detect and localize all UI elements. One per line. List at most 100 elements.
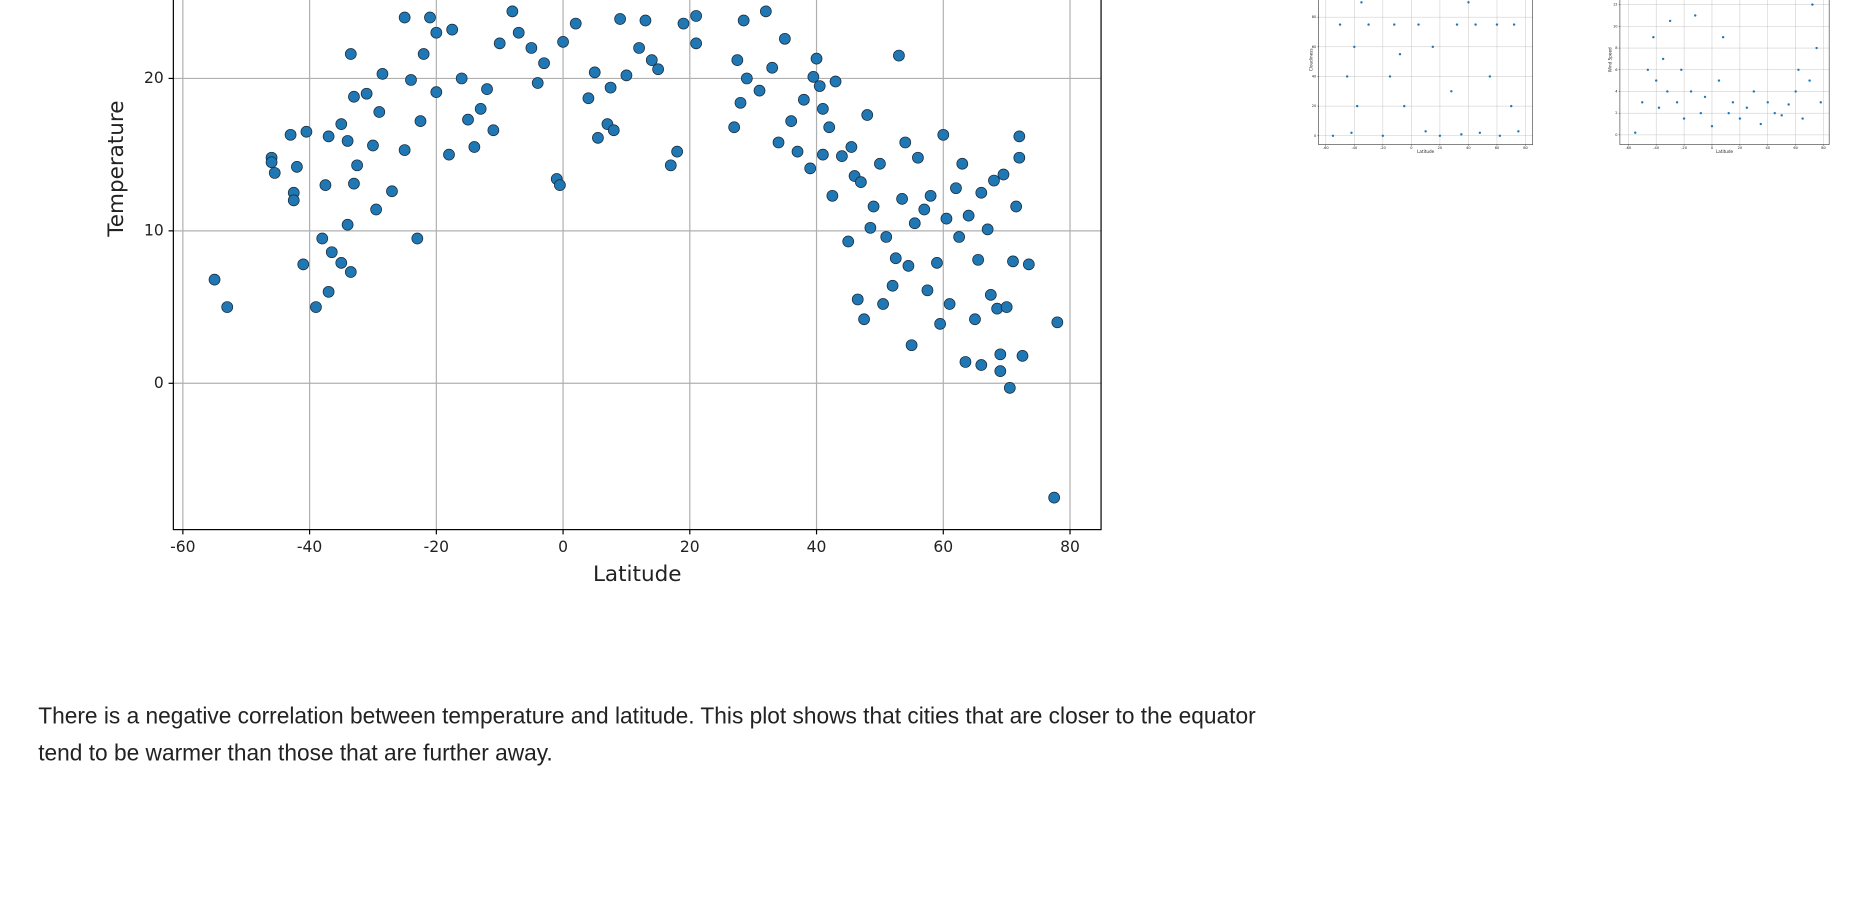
point <box>1801 117 1804 120</box>
x-tick-label: -40 <box>1653 146 1660 150</box>
x-tick-label: 40 <box>1466 146 1471 150</box>
point <box>1819 101 1822 104</box>
point <box>851 293 864 306</box>
point <box>785 115 798 127</box>
x-tick-label: 20 <box>680 538 700 556</box>
point <box>1666 90 1669 93</box>
point <box>1353 45 1356 49</box>
y-tick-label: 0 <box>1314 134 1317 138</box>
point <box>554 179 566 191</box>
point <box>341 135 354 147</box>
point <box>582 92 595 105</box>
point <box>823 121 836 134</box>
point <box>348 177 360 190</box>
point <box>1048 491 1061 504</box>
point <box>1745 106 1749 109</box>
point <box>1424 130 1427 133</box>
point <box>557 35 569 48</box>
point <box>1811 3 1814 6</box>
point <box>322 285 335 298</box>
point <box>858 313 870 326</box>
point <box>319 179 332 191</box>
point <box>937 128 950 141</box>
point <box>1682 117 1686 120</box>
paragraph-line: There is a negative correlation between … <box>38 702 1256 728</box>
point <box>1668 19 1672 23</box>
point <box>1815 46 1818 50</box>
point <box>538 57 550 70</box>
point <box>994 348 1007 361</box>
x-tick-label: 0 <box>1410 146 1413 150</box>
point <box>462 113 474 126</box>
point <box>877 298 889 310</box>
point <box>221 301 234 313</box>
x-tick-label: 60 <box>1793 146 1798 150</box>
point <box>481 83 493 95</box>
y-tick-label: 8 <box>1615 46 1618 50</box>
x-tick-label: -60 <box>1625 146 1632 150</box>
point <box>975 186 988 199</box>
point <box>506 5 519 18</box>
x-tick-label: 40 <box>1765 146 1770 150</box>
point <box>373 106 386 118</box>
y-axis-label: Wind Speed <box>1607 47 1612 72</box>
point <box>614 13 626 25</box>
y-tick-label: 20 <box>1312 104 1317 108</box>
point <box>1654 79 1658 82</box>
y-tick-label: 2 <box>1615 111 1617 115</box>
point <box>905 339 918 352</box>
point <box>867 200 880 213</box>
point <box>430 86 443 99</box>
point <box>348 90 360 103</box>
point <box>902 260 915 272</box>
point <box>487 124 500 137</box>
point <box>740 72 753 85</box>
point <box>474 103 487 115</box>
y-tick-label: 6 <box>1615 68 1618 72</box>
point <box>430 26 443 39</box>
point <box>997 168 1010 181</box>
point <box>912 151 924 164</box>
point <box>322 130 335 143</box>
point <box>633 42 645 54</box>
point <box>921 284 934 297</box>
point <box>975 359 988 371</box>
point <box>411 232 424 245</box>
point <box>931 257 943 269</box>
point <box>943 298 956 310</box>
point <box>1680 68 1683 71</box>
point <box>344 48 357 60</box>
point <box>468 141 481 153</box>
point <box>1652 35 1655 39</box>
point <box>367 139 379 152</box>
point <box>988 174 1000 187</box>
point <box>896 192 908 205</box>
point <box>1010 200 1023 213</box>
point <box>1438 134 1442 137</box>
point <box>1694 14 1697 17</box>
point <box>604 81 617 94</box>
y-tick-label: 0 <box>1615 133 1618 137</box>
point <box>893 49 905 62</box>
point <box>981 223 994 236</box>
point <box>842 235 855 248</box>
point <box>950 182 962 195</box>
point <box>1657 106 1661 109</box>
x-tick-label: 80 <box>1523 146 1528 150</box>
point <box>287 194 300 207</box>
point <box>414 115 427 127</box>
point <box>1355 104 1359 108</box>
x-tick-label: -40 <box>297 538 322 556</box>
y-tick-label: 40 <box>1312 74 1317 78</box>
x-tick-label: 0 <box>1711 146 1714 150</box>
point <box>1003 381 1016 394</box>
point <box>424 11 436 24</box>
point <box>1689 90 1693 93</box>
paragraph-line: tend to be warmer than those that are fu… <box>38 739 552 765</box>
point <box>1455 23 1459 26</box>
point <box>753 84 766 97</box>
point <box>855 176 867 188</box>
point <box>569 17 582 30</box>
